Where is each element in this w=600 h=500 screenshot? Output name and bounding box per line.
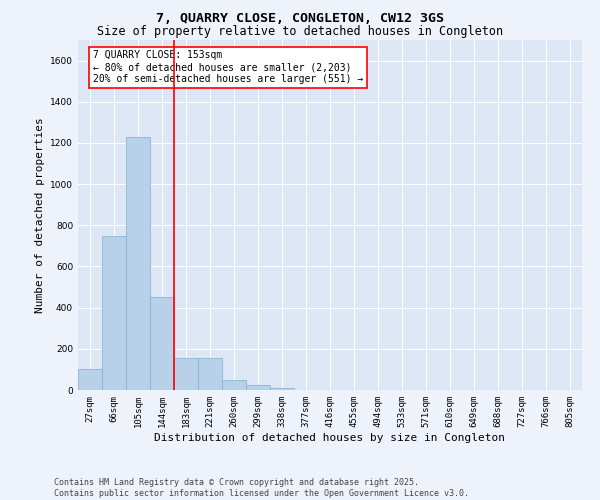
Bar bbox=[270, 388, 294, 390]
Bar bbox=[246, 385, 270, 390]
Bar bbox=[198, 358, 222, 390]
Bar bbox=[222, 380, 246, 390]
Y-axis label: Number of detached properties: Number of detached properties bbox=[35, 117, 44, 313]
Text: 7, QUARRY CLOSE, CONGLETON, CW12 3GS: 7, QUARRY CLOSE, CONGLETON, CW12 3GS bbox=[156, 12, 444, 26]
Bar bbox=[78, 370, 102, 390]
Bar bbox=[150, 298, 174, 390]
Text: Contains HM Land Registry data © Crown copyright and database right 2025.
Contai: Contains HM Land Registry data © Crown c… bbox=[54, 478, 469, 498]
Text: 7 QUARRY CLOSE: 153sqm
← 80% of detached houses are smaller (2,203)
20% of semi-: 7 QUARRY CLOSE: 153sqm ← 80% of detached… bbox=[93, 50, 364, 84]
Text: Size of property relative to detached houses in Congleton: Size of property relative to detached ho… bbox=[97, 25, 503, 38]
Bar bbox=[102, 236, 126, 390]
Bar bbox=[174, 358, 198, 390]
X-axis label: Distribution of detached houses by size in Congleton: Distribution of detached houses by size … bbox=[155, 432, 505, 442]
Bar bbox=[126, 137, 150, 390]
